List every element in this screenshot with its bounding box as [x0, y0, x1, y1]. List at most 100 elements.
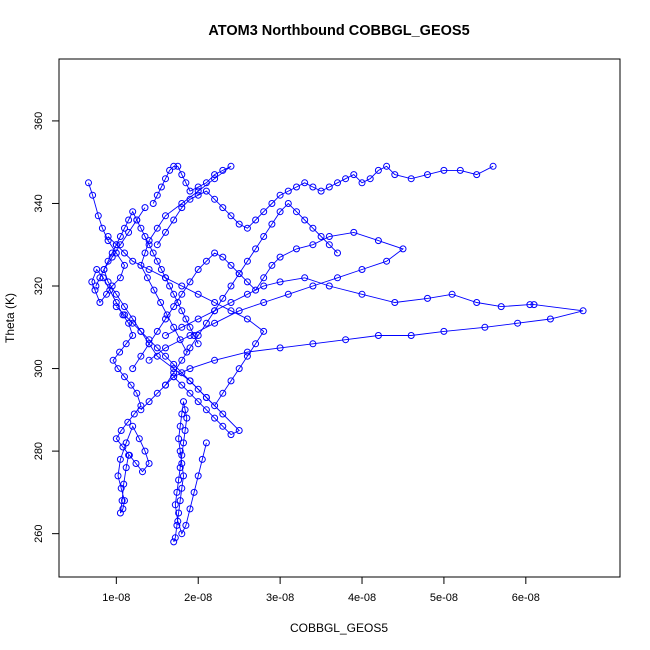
data-point	[143, 274, 151, 282]
data-point	[106, 286, 114, 294]
data-point	[301, 216, 309, 224]
data-point	[162, 352, 169, 360]
data-point	[391, 299, 399, 306]
y-axis-label: Theta (K)	[3, 293, 17, 343]
data-point	[358, 290, 366, 298]
data-point	[173, 488, 181, 496]
data-point	[186, 505, 194, 513]
data-point	[85, 179, 92, 187]
data-point	[114, 365, 122, 373]
data-point	[153, 257, 161, 265]
data-point	[219, 166, 227, 174]
data-point	[202, 187, 210, 195]
data-point	[170, 360, 178, 368]
data-point	[227, 162, 235, 170]
data-point	[170, 216, 178, 224]
data-point	[202, 179, 210, 187]
x-tick-label: 4e-08	[348, 592, 376, 604]
data-point	[108, 253, 116, 261]
data-point	[171, 501, 179, 509]
x-tick-label: 3e-08	[266, 592, 294, 604]
data-point	[116, 274, 124, 282]
data-point	[170, 323, 178, 331]
data-point	[162, 332, 169, 339]
data-point	[170, 369, 178, 377]
data-point	[145, 340, 153, 348]
data-point	[194, 340, 202, 348]
data-point	[235, 220, 243, 228]
data-point	[243, 290, 251, 298]
data-point	[325, 241, 333, 249]
data-point	[186, 278, 194, 286]
data-point	[227, 261, 235, 269]
data-point	[546, 315, 554, 323]
data-point	[145, 356, 153, 364]
data-point	[227, 299, 235, 306]
data-point	[260, 274, 268, 282]
data-point	[440, 166, 448, 174]
data-point	[162, 212, 169, 220]
data-point	[358, 266, 366, 273]
data-point	[194, 315, 202, 323]
data-point	[391, 171, 399, 179]
data-point	[186, 323, 194, 331]
data-point	[178, 451, 186, 459]
data-point	[129, 208, 137, 216]
data-point	[383, 162, 391, 170]
data-point	[276, 253, 284, 261]
data-point	[284, 200, 292, 207]
data-point	[178, 323, 186, 331]
data-point	[301, 179, 309, 187]
x-axis-label: COBBGL_GEOS5	[290, 621, 388, 635]
data-series	[137, 162, 235, 356]
data-point	[149, 200, 157, 207]
data-point	[211, 249, 219, 257]
y-axis: 260 280 300 320 340 360	[33, 112, 60, 543]
data-point	[293, 183, 300, 191]
data-point	[157, 183, 165, 191]
data-point	[260, 233, 268, 240]
data-point	[108, 249, 116, 257]
data-point	[440, 327, 448, 335]
data-point	[176, 336, 184, 344]
data-point	[153, 352, 161, 360]
data-point	[194, 332, 202, 339]
data-point	[145, 460, 153, 467]
data-point	[243, 278, 251, 286]
data-point	[153, 389, 161, 397]
data-point	[162, 344, 169, 352]
data-series	[153, 162, 497, 249]
data-point	[129, 422, 137, 430]
data-point	[219, 253, 227, 261]
data-point	[130, 410, 138, 418]
x-tick-label: 6e-08	[512, 592, 540, 604]
data-point	[252, 340, 260, 348]
data-point	[227, 307, 235, 315]
data-point	[243, 257, 251, 265]
data-series	[162, 274, 587, 381]
data-point	[174, 162, 182, 170]
data-point	[170, 290, 178, 298]
data-point	[334, 274, 341, 282]
data-point	[120, 480, 128, 488]
data-point	[194, 266, 202, 273]
data-point	[424, 294, 431, 302]
y-tick-label: 280	[33, 442, 45, 460]
data-point	[276, 208, 284, 216]
data-series	[170, 398, 210, 546]
data-point	[211, 402, 219, 410]
data-point	[145, 398, 153, 406]
data-point	[98, 224, 106, 232]
data-point	[219, 204, 227, 212]
data-point	[166, 166, 174, 174]
data-point	[260, 208, 268, 216]
data-point	[276, 344, 284, 352]
data-point	[109, 356, 117, 364]
data-point	[121, 497, 128, 505]
data-point	[149, 249, 157, 257]
data-point	[175, 509, 183, 517]
data-point	[104, 237, 112, 245]
data-series	[129, 228, 407, 373]
data-point	[137, 406, 145, 414]
